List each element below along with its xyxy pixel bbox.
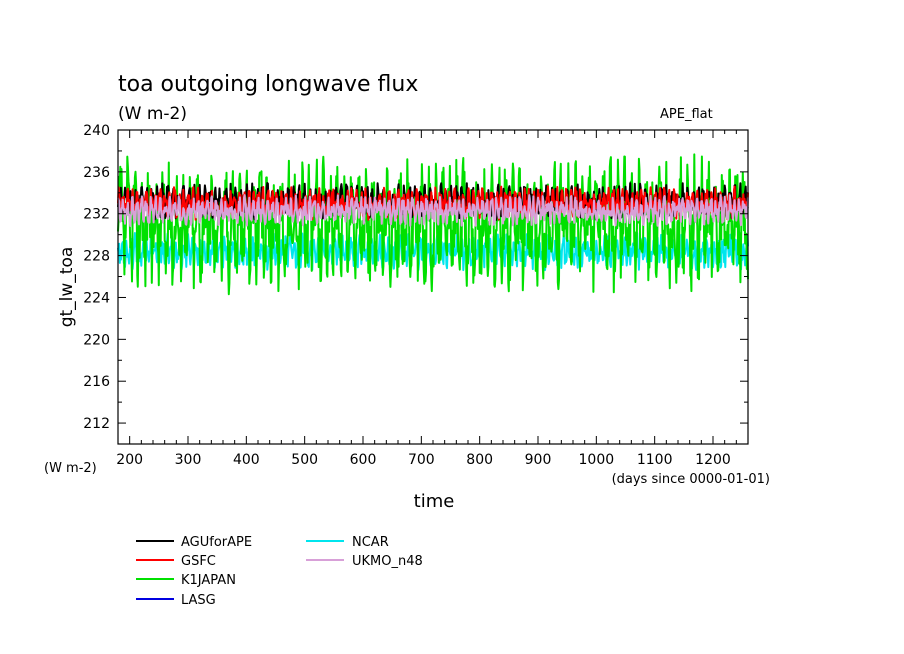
y-tick-label: 240	[83, 123, 110, 139]
legend-label-gsfc: GSFC	[181, 554, 216, 569]
y-tick-label: 216	[83, 374, 110, 390]
x-tick-label: 700	[408, 452, 435, 468]
x-tick-label: 1200	[695, 452, 731, 468]
y-axis-label: gt_lw_toa	[57, 247, 77, 328]
chart-title: toa outgoing longwave flux	[118, 72, 418, 97]
x-tick-label: 900	[525, 452, 552, 468]
x-tick-label: 1100	[637, 452, 673, 468]
x-axis-units: (days since 0000-01-01)	[612, 472, 770, 487]
experiment-label: APE_flat	[660, 107, 713, 122]
legend-label-lasg: LASG	[181, 593, 216, 608]
x-tick-label: 500	[291, 452, 318, 468]
chart-units: (W m-2)	[118, 104, 187, 124]
y-tick-label: 220	[83, 332, 110, 348]
x-tick-label: 200	[116, 452, 143, 468]
y-tick-label: 224	[83, 290, 110, 306]
plot-frame	[117, 129, 749, 445]
y-tick-label: 236	[83, 165, 110, 181]
legend: AGUforAPE GSFC K1JAPAN LASG NCAR UKMO_n4…	[136, 535, 423, 608]
x-tick-label: 800	[466, 452, 493, 468]
legend-label-ncar: NCAR	[352, 535, 389, 550]
y-tick-label: 232	[83, 207, 110, 223]
x-tick-label: 400	[233, 452, 260, 468]
x-tick-label: 600	[350, 452, 377, 468]
y-axis-units: (W m-2)	[44, 461, 97, 476]
y-tick-label: 228	[83, 249, 110, 265]
legend-label-aguforape: AGUforAPE	[181, 535, 252, 550]
legend-label-k1japan: K1JAPAN	[181, 573, 236, 588]
y-tick-label: 212	[83, 416, 110, 432]
series-line-k1japan	[117, 153, 749, 296]
x-tick-label: 300	[175, 452, 202, 468]
series-line-ukmo-n48	[117, 194, 749, 227]
legend-label-ukmo: UKMO_n48	[352, 554, 423, 569]
x-tick-label: 1000	[579, 452, 615, 468]
x-axis-label: time	[414, 491, 455, 512]
axis-ticks: 200 300 400 500 600 700 800 900 1000 1100 1200 212 2…	[83, 123, 748, 468]
series-layer	[117, 153, 749, 296]
